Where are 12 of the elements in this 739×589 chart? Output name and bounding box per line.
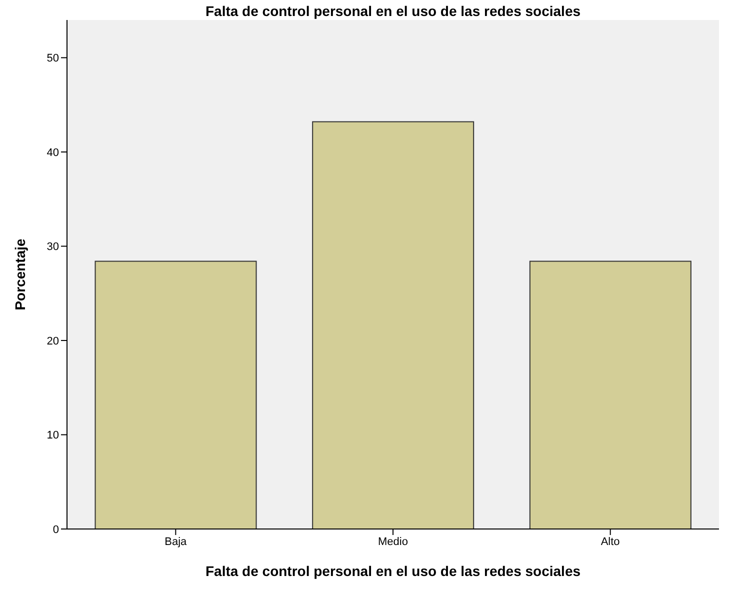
y-tick-label: 40 (46, 146, 59, 159)
x-axis-title: Falta de control personal en el uso de las redes sociales (205, 563, 581, 579)
y-tick-label: 10 (46, 430, 59, 442)
x-tick-label: Alto (600, 536, 620, 548)
x-tick-label: Baja (164, 536, 188, 548)
y-tick-label: 30 (46, 241, 59, 254)
y-tick-label: 20 (46, 335, 59, 348)
y-tick-label: 0 (52, 524, 59, 536)
x-tick-label: Medio (378, 536, 408, 548)
y-tick-label: 50 (46, 52, 59, 65)
y-axis-title: Porcentaje (12, 238, 28, 310)
chart-title: Falta de control personal en el uso de las redes sociales (204, 3, 582, 19)
